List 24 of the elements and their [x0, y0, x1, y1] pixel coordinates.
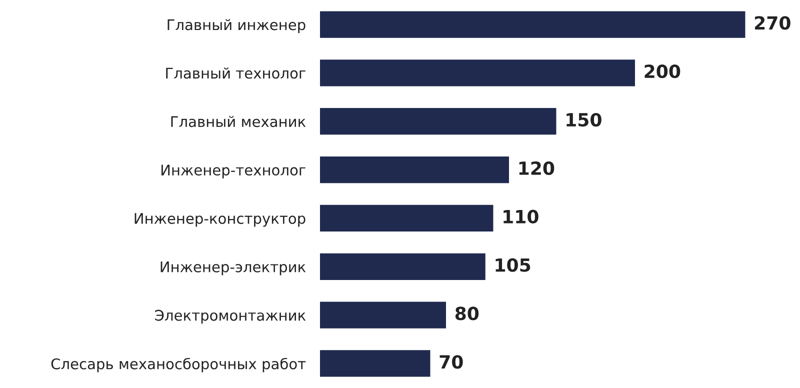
y-tick-label: Электромонтажник — [155, 310, 306, 324]
bar — [320, 60, 635, 86]
y-tick-label: Инженер-конструктор — [134, 213, 306, 227]
data-label: 70 — [440, 355, 463, 369]
data-label: 200 — [644, 64, 680, 78]
data-label: 270 — [754, 16, 790, 30]
data-label: 120 — [519, 161, 554, 176]
bar — [320, 108, 556, 135]
y-tick-label: Главный механик — [171, 116, 306, 128]
data-label: 110 — [504, 210, 538, 224]
y-tick-label: Инженер-электрик — [160, 262, 306, 276]
data-label: 80 — [455, 306, 479, 320]
bar — [320, 253, 486, 280]
y-tick-label: Главный технолог — [166, 67, 306, 79]
bar — [320, 350, 430, 377]
bar — [320, 11, 746, 38]
bar — [320, 302, 446, 328]
y-tick-label: Слесарь механосборочных работ — [51, 358, 306, 372]
data-label: 150 — [566, 112, 602, 127]
y-tick-label: Главный инженер — [168, 19, 306, 34]
data-label: 105 — [496, 258, 530, 272]
y-tick-label: Инженер-технолог — [161, 164, 306, 178]
bar — [320, 156, 509, 184]
bar — [320, 204, 494, 232]
